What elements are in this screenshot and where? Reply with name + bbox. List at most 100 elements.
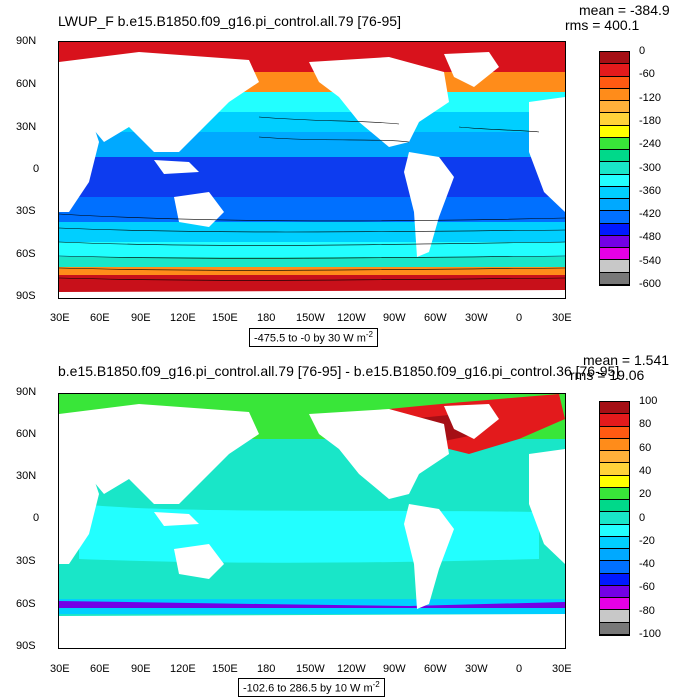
lon-label: 150E — [212, 312, 238, 324]
lon-label: 90E — [131, 663, 151, 675]
colorbar-swatch — [600, 113, 629, 126]
top-colorbar — [599, 51, 630, 286]
colorbar-swatch — [600, 573, 629, 586]
colorbar-swatch — [600, 500, 629, 513]
colorbar-swatch — [600, 622, 629, 635]
colorbar-label: -240 — [639, 138, 662, 151]
colorbar-label: 0 — [639, 45, 646, 57]
lon-label: 60W — [424, 312, 447, 324]
colorbar-swatch — [600, 101, 629, 114]
lon-label: 120W — [337, 312, 366, 324]
colorbar-swatch — [600, 223, 629, 236]
colorbar-swatch — [600, 426, 629, 439]
lat-label: 0 — [33, 163, 40, 175]
lat-label: 90N — [16, 386, 37, 398]
colorbar-label: -80 — [639, 604, 655, 617]
colorbar-swatch — [600, 88, 629, 102]
colorbar-label: 0 — [639, 511, 646, 524]
colorbar-swatch — [600, 211, 629, 224]
colorbar-label: -600 — [639, 278, 662, 290]
colorbar-swatch — [600, 272, 629, 285]
lon-label: 30E — [552, 663, 572, 675]
colorbar-swatch — [600, 248, 629, 261]
ocean-band — [59, 197, 565, 222]
lat-label: 30N — [16, 121, 37, 133]
contour-lines — [59, 116, 565, 281]
lon-label: 30E — [50, 663, 70, 675]
colorbar-label: -420 — [639, 208, 662, 221]
colorbar-swatch — [600, 137, 629, 151]
colorbar-swatch — [600, 402, 629, 415]
colorbar-swatch — [600, 186, 629, 200]
lon-label: 120E — [170, 312, 196, 324]
top-range-label: -475.5 to -0 by 30 W m-2 — [249, 328, 379, 347]
colorbar-label: -300 — [639, 161, 662, 174]
lon-label: 30E — [50, 312, 70, 324]
land-south-america — [404, 152, 454, 257]
land-eurasia — [59, 52, 259, 152]
top-map-title: LWUP_F b.e15.B1850.f09_g16.pi_control.al… — [58, 13, 401, 29]
colorbar-swatch — [600, 174, 629, 187]
ocean-band — [59, 132, 565, 157]
lon-label: 120W — [337, 663, 366, 675]
lat-label: 0 — [33, 512, 40, 524]
land-antarctica — [59, 290, 565, 298]
lon-label: 0 — [516, 663, 523, 675]
lon-label: 120E — [170, 663, 196, 675]
lon-label: 60W — [424, 663, 447, 675]
lon-label: 30W — [465, 663, 488, 675]
colorbar-swatch — [600, 414, 629, 427]
colorbar-swatch — [600, 561, 629, 574]
colorbar-label: -20 — [639, 534, 655, 547]
bottom-range-label: -102.6 to 286.5 by 10 W m-2 — [238, 678, 385, 697]
lat-label: 60S — [16, 598, 36, 610]
colorbar-swatch — [600, 199, 629, 212]
colorbar-swatch — [600, 524, 629, 537]
colorbar-swatch — [600, 64, 629, 77]
lon-label: 60E — [90, 663, 110, 675]
colorbar-swatch — [600, 260, 629, 273]
lat-label: 60N — [16, 428, 37, 440]
colorbar-label: 20 — [639, 488, 652, 501]
top-mean-stat: mean = -384.9 — [579, 2, 670, 18]
lat-label: 30N — [16, 470, 37, 482]
lon-label: 150W — [296, 663, 325, 675]
land-masses — [59, 52, 565, 298]
colorbar-label: -60 — [639, 68, 655, 81]
anomaly-cold-mid — [79, 504, 539, 563]
lat-label: 60N — [16, 78, 37, 90]
colorbar-swatch — [600, 162, 629, 175]
colorbar-swatch — [600, 549, 629, 562]
ocean-band — [59, 257, 565, 267]
ocean-band — [59, 242, 565, 257]
colorbar-swatch — [600, 52, 629, 65]
colorbar-swatch — [600, 451, 629, 464]
bottom-colorbar — [599, 401, 630, 636]
lat-label: 30S — [16, 205, 36, 217]
lon-label: 30W — [465, 312, 488, 324]
lat-label: 30S — [16, 555, 36, 567]
colorbar-label: -360 — [639, 184, 662, 197]
land-indonesia — [154, 160, 199, 174]
lat-label: 90S — [16, 290, 36, 302]
land-masses — [59, 404, 565, 648]
colorbar-swatch — [600, 463, 629, 476]
land-greenland — [444, 52, 499, 87]
colorbar-swatch — [600, 512, 629, 525]
lat-label: 90S — [16, 640, 36, 652]
colorbar-label: -540 — [639, 254, 662, 267]
colorbar-label: -180 — [639, 114, 662, 127]
bottom-map-title: b.e15.B1850.f09_g16.pi_control.all.79 [7… — [58, 363, 620, 379]
land-africa-east — [529, 97, 565, 212]
ocean-band — [59, 267, 565, 275]
lon-label: 30E — [552, 312, 572, 324]
bottom-mean-stat: mean = 1.541 — [583, 352, 670, 368]
colorbar-swatch — [600, 475, 629, 488]
bottom-rms-stat: rms = 19.06 — [570, 367, 645, 383]
colorbar-label: 60 — [639, 441, 652, 454]
colorbar-swatch — [600, 76, 629, 89]
land-africa — [59, 102, 99, 212]
lon-label: 180 — [257, 312, 276, 324]
colorbar-swatch — [600, 235, 629, 249]
lon-label: 0 — [516, 312, 523, 324]
